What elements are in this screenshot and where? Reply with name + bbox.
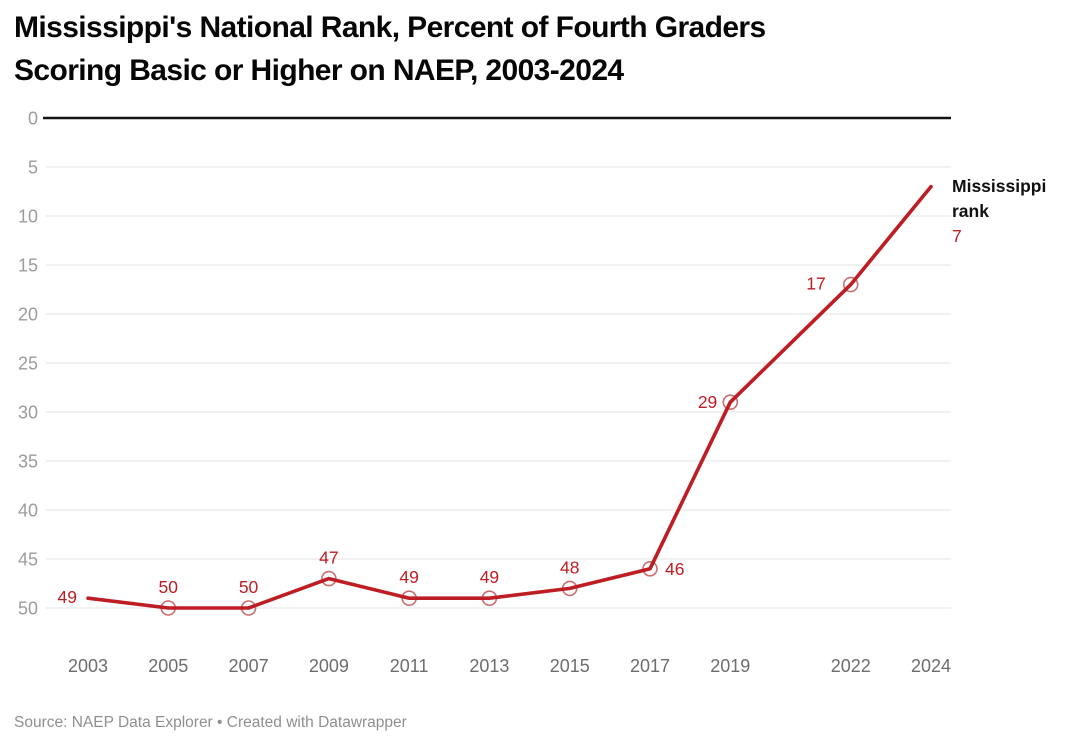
series-legend-label: Mississippi rank bbox=[952, 176, 1047, 221]
y-tick-label: 35 bbox=[18, 452, 38, 472]
x-tick-label: 2007 bbox=[229, 656, 269, 676]
series-legend: Mississippi rank 7 bbox=[952, 174, 1066, 248]
y-tick-label: 20 bbox=[18, 305, 38, 325]
source-attribution: Source: NAEP Data Explorer • Created wit… bbox=[14, 714, 407, 731]
y-tick-label: 50 bbox=[18, 599, 38, 619]
y-tick-label: 40 bbox=[18, 501, 38, 521]
x-tick-label: 2017 bbox=[630, 656, 670, 676]
data-point-label: 49 bbox=[480, 567, 499, 587]
y-tick-label: 30 bbox=[18, 403, 38, 423]
x-tick-label: 2011 bbox=[390, 656, 429, 676]
y-tick-label: 15 bbox=[18, 256, 38, 276]
data-point-label: 49 bbox=[58, 587, 77, 607]
x-tick-label: 2005 bbox=[148, 656, 188, 676]
x-tick-label: 2024 bbox=[911, 656, 951, 676]
data-point-label: 50 bbox=[159, 577, 179, 597]
data-point-label: 17 bbox=[806, 274, 825, 294]
y-tick-label: 25 bbox=[18, 354, 38, 374]
data-point-label: 48 bbox=[560, 557, 579, 577]
x-tick-label: 2013 bbox=[469, 656, 509, 676]
data-point-label: 47 bbox=[319, 548, 338, 568]
data-point-label: 49 bbox=[399, 567, 418, 587]
chart-title-line2: Scoring Basic or Higher on NAEP, 2003-20… bbox=[14, 54, 624, 87]
y-tick-label: 45 bbox=[18, 550, 38, 570]
chart-title: Mississippi's National Rank, Percent of … bbox=[14, 6, 1014, 92]
y-tick-label: 10 bbox=[18, 207, 38, 227]
data-point-label: 29 bbox=[698, 392, 717, 412]
y-tick-label: 5 bbox=[28, 158, 38, 178]
mississippi-rank-line bbox=[86, 184, 933, 610]
x-tick-label: 2009 bbox=[309, 656, 349, 676]
series-legend-last-value: 7 bbox=[952, 226, 962, 246]
x-tick-label: 2003 bbox=[68, 656, 108, 676]
data-point-label: 46 bbox=[665, 559, 684, 579]
data-point-label: 50 bbox=[239, 577, 259, 597]
x-tick-label: 2022 bbox=[831, 656, 871, 676]
y-tick-label: 0 bbox=[28, 109, 38, 129]
chart-title-line1: Mississippi's National Rank, Percent of … bbox=[14, 11, 766, 44]
x-tick-label: 2015 bbox=[550, 656, 590, 676]
x-tick-label: 2019 bbox=[710, 656, 750, 676]
